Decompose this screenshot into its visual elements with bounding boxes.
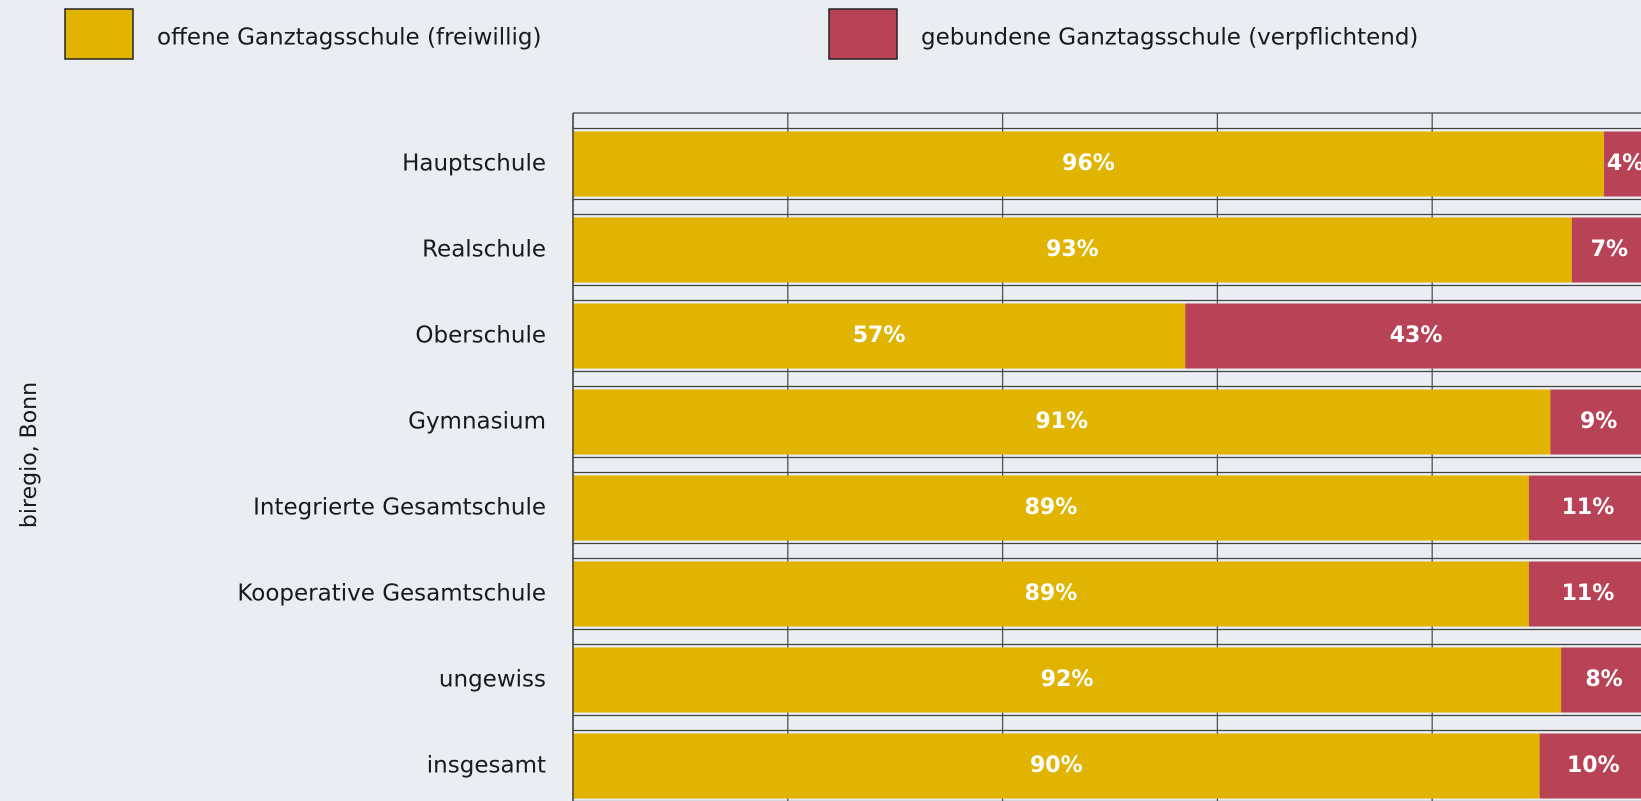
value-label: 93% [1046,237,1099,262]
bar-segment [573,561,1529,627]
bar-segment [1604,131,1641,197]
value-label: 90% [1030,753,1083,778]
bar-segment [1528,475,1641,541]
legend-label: gebundene Ganztagsschule (verpflichtend) [921,25,1418,51]
category-label: Hauptschule [402,151,546,177]
value-label: 9% [1580,409,1617,434]
category-label: ungewiss [439,667,546,693]
category-label: Gymnasium [408,409,546,435]
value-label: 89% [1025,581,1078,606]
bar-segment [573,647,1562,713]
bar-segment [573,389,1551,455]
value-label: 96% [1062,151,1115,176]
bar-segment [1561,647,1641,713]
value-label: 11% [1562,495,1615,520]
bar-segment [573,733,1540,799]
category-label: Oberschule [415,323,546,349]
bar-segment [573,303,1186,369]
value-label: 89% [1025,495,1078,520]
value-label: 4% [1607,151,1641,176]
bar-segment [573,131,1605,197]
bar-segment [573,217,1572,283]
bar-segment [1550,389,1641,455]
category-label: Integrierte Gesamtschule [253,495,546,521]
value-label: 91% [1035,409,1088,434]
credit: biregio, Bonn [17,382,42,528]
bar-segment [1571,217,1641,283]
value-label: 57% [853,323,906,348]
value-label: 92% [1041,667,1094,692]
value-label: 8% [1585,667,1622,692]
value-label: 11% [1562,581,1615,606]
category-label: Realschule [422,237,546,263]
bar-segment [1528,561,1641,627]
category-label: Kooperative Gesamtschule [237,581,546,607]
bar-segment [1185,303,1641,369]
legend-swatch [828,8,898,60]
value-label: 10% [1567,753,1620,778]
value-label: 7% [1591,237,1628,262]
category-label: insgesamt [427,753,546,779]
legend-label: offene Ganztagsschule (freiwillig) [157,25,542,51]
value-label: 43% [1390,323,1443,348]
bar-segment [573,475,1529,541]
bar-segment [1539,733,1641,799]
legend-swatch [64,8,134,60]
